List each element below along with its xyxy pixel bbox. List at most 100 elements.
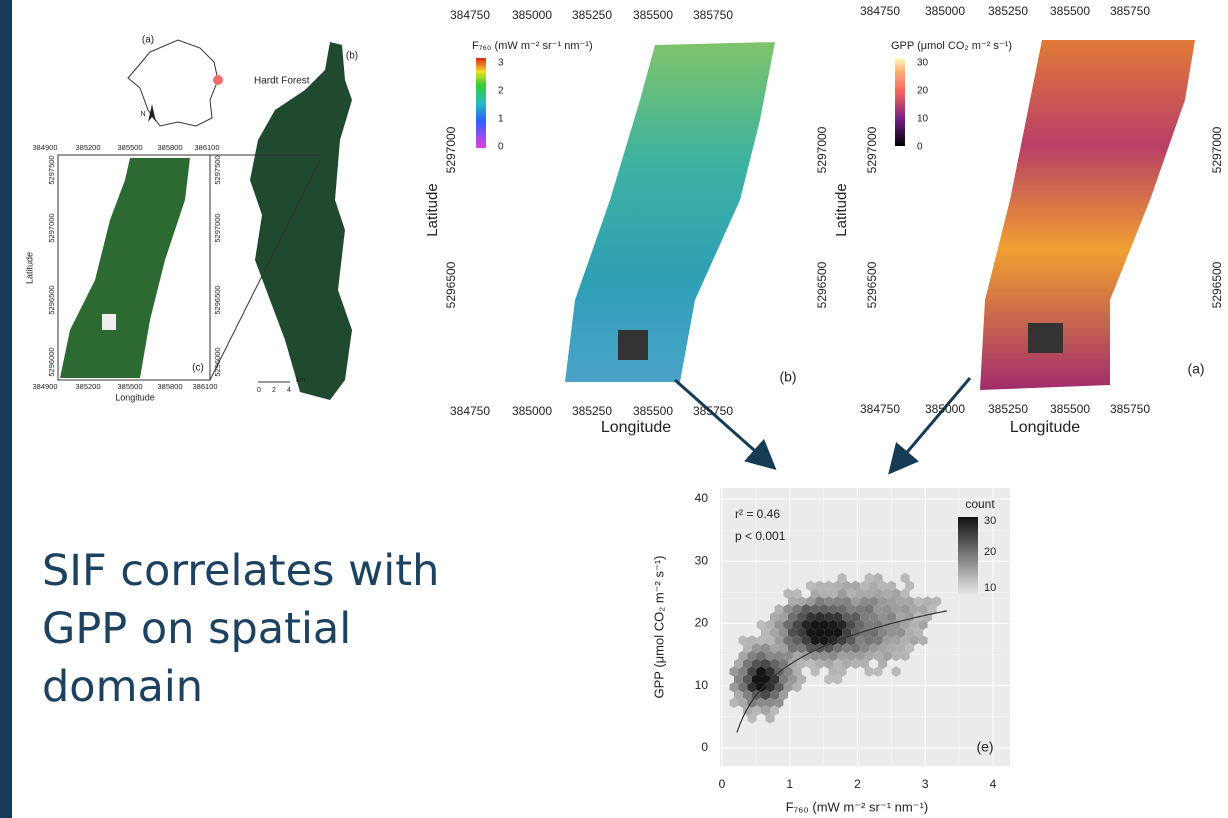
label: Longitude <box>1010 419 1080 436</box>
label: 385800 <box>157 382 182 391</box>
label: 5296000 <box>47 347 56 376</box>
slide: SIF correlates with GPP on spatial domai… <box>0 0 1228 818</box>
label: 5297000 <box>815 126 829 173</box>
label: Longitude <box>115 392 155 402</box>
plot <box>618 330 648 360</box>
label: 40 <box>695 491 709 505</box>
gpp-map <box>895 40 1195 390</box>
label: 1 <box>498 114 504 125</box>
label: 5297500 <box>47 155 56 184</box>
label: 385750 <box>693 8 733 22</box>
label: 384900 <box>32 382 57 391</box>
label: (c) <box>192 363 204 374</box>
side-bar <box>0 0 12 818</box>
label: 385250 <box>572 8 612 22</box>
north-arrow <box>148 104 156 122</box>
label: 4 <box>287 387 291 394</box>
label: Latitude <box>24 252 34 284</box>
label: 385250 <box>988 4 1028 18</box>
site-figure <box>58 40 352 400</box>
label: 385200 <box>75 382 100 391</box>
label: Hardt Forest <box>254 76 310 87</box>
label: 0 <box>701 740 708 754</box>
label: 385750 <box>1110 4 1150 18</box>
label: 5297000 <box>213 213 222 242</box>
label: p < 0.001 <box>735 529 786 543</box>
label: 10 <box>695 678 709 692</box>
label: 10 <box>917 114 929 125</box>
label: 385000 <box>512 404 552 418</box>
label: GPP (μmol CO₂ m⁻² s⁻¹) <box>891 40 1012 52</box>
label: 384750 <box>860 402 900 416</box>
label: Longitude <box>601 419 671 436</box>
label: 5296500 <box>213 285 222 314</box>
label: 5296500 <box>444 261 458 308</box>
label: Latitude <box>833 183 850 236</box>
label: 386100 <box>192 382 217 391</box>
colorbar <box>476 58 486 148</box>
label: (e) <box>976 739 993 755</box>
title-text: SIF correlates with GPP on spatial domai… <box>42 546 439 712</box>
label: 384750 <box>860 4 900 18</box>
plot <box>1028 323 1063 353</box>
label: 385500 <box>633 8 673 22</box>
label: 5297000 <box>444 126 458 173</box>
label: km <box>296 377 306 384</box>
label: 2 <box>498 86 504 97</box>
label: 30 <box>695 553 709 567</box>
label: 384750 <box>450 404 490 418</box>
label: 5296500 <box>865 261 879 308</box>
label: (b) <box>346 51 358 62</box>
label: 30 <box>917 58 929 69</box>
label: 385000 <box>925 4 965 18</box>
label: F₇₆₀ (mW m⁻² sr⁻¹ nm⁻¹) <box>786 799 929 814</box>
label: 5296500 <box>815 261 829 308</box>
label: count <box>965 497 995 511</box>
sif-raster <box>565 42 775 382</box>
label: 3 <box>922 777 929 791</box>
label: 3 <box>498 58 504 69</box>
text-line: SIF correlates with <box>42 546 439 596</box>
label: 1 <box>786 777 793 791</box>
label: 5297000 <box>1210 126 1224 173</box>
arrow <box>675 380 772 466</box>
label: 0 <box>498 142 504 153</box>
clearing <box>102 314 116 330</box>
label: 385000 <box>512 8 552 22</box>
label: 20 <box>917 86 929 97</box>
text-line: domain <box>42 662 203 712</box>
label: 20 <box>695 616 709 630</box>
arrow <box>892 378 970 470</box>
label: 385500 <box>633 404 673 418</box>
label: 385250 <box>572 404 612 418</box>
label: 385500 <box>117 382 142 391</box>
label: 385800 <box>157 143 182 152</box>
label: 385500 <box>117 143 142 152</box>
label: 0 <box>257 387 261 394</box>
label: 385250 <box>988 402 1028 416</box>
label: 5296500 <box>47 285 56 314</box>
site-dot <box>213 75 223 85</box>
label: (b) <box>779 369 796 385</box>
label: 386100 <box>194 143 219 152</box>
colorbar <box>895 58 905 146</box>
label: 385500 <box>1050 4 1090 18</box>
label: 0 <box>719 777 726 791</box>
label: Latitude <box>424 183 441 236</box>
label: 385500 <box>1050 402 1090 416</box>
label: 385750 <box>693 404 733 418</box>
label: 2 <box>854 777 861 791</box>
colorbar <box>958 517 978 595</box>
forest-map <box>250 42 352 400</box>
label: 10 <box>984 582 996 594</box>
label: 385750 <box>1110 402 1150 416</box>
label: 20 <box>984 546 996 558</box>
label: 384900 <box>32 143 57 152</box>
label: 384750 <box>450 8 490 22</box>
label: 385200 <box>75 143 100 152</box>
label: 385000 <box>925 402 965 416</box>
label: 30 <box>984 515 996 527</box>
label: 0 <box>917 142 923 153</box>
gpp-raster <box>980 40 1195 390</box>
label: 2 <box>272 387 276 394</box>
